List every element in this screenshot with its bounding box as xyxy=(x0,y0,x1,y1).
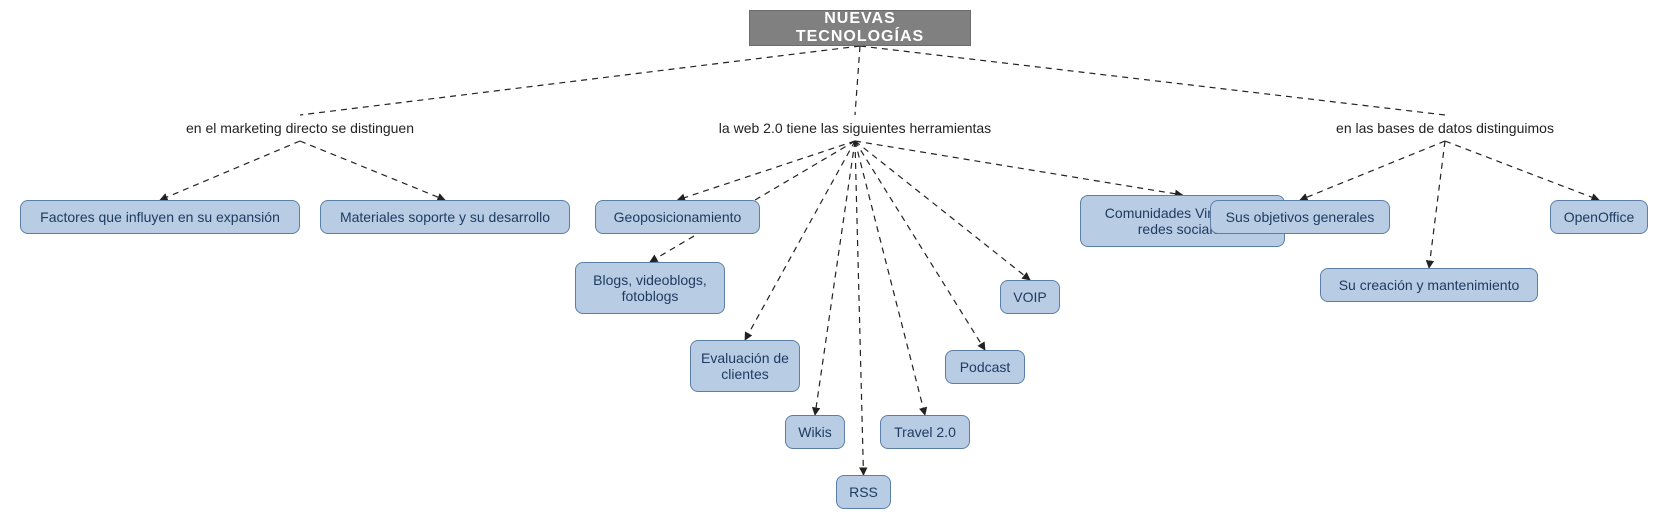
node-label: Sus objetivos generales xyxy=(1226,209,1375,225)
edge-b2-l5 xyxy=(745,141,855,340)
node-label: Podcast xyxy=(960,359,1011,375)
node-label: Su creación y mantenimiento xyxy=(1339,277,1520,293)
node-l6: Wikis xyxy=(785,415,845,449)
node-l4: Blogs, videoblogs, fotoblogs xyxy=(575,262,725,314)
node-b3: en las bases de datos distinguimos xyxy=(1315,115,1575,141)
node-label: OpenOffice xyxy=(1564,209,1635,225)
edge-b3-l14 xyxy=(1445,141,1599,200)
node-label: Factores que influyen en su expansión xyxy=(40,209,280,225)
node-label: RSS xyxy=(849,484,878,500)
node-l14: OpenOffice xyxy=(1550,200,1648,234)
edge-root-b1 xyxy=(300,46,860,115)
edge-root-b3 xyxy=(860,46,1445,115)
node-label: en el marketing directo se distinguen xyxy=(186,120,414,136)
node-l9: Podcast xyxy=(945,350,1025,384)
edge-b1-l1 xyxy=(160,141,300,200)
edge-b3-l12 xyxy=(1300,141,1445,200)
node-l5: Evaluación de clientes xyxy=(690,340,800,392)
node-label: Travel 2.0 xyxy=(894,424,956,440)
node-l3: Geoposicionamiento xyxy=(595,200,760,234)
node-l12: Sus objetivos generales xyxy=(1210,200,1390,234)
node-l1: Factores que influyen en su expansión xyxy=(20,200,300,234)
node-l2: Materiales soporte y su desarrollo xyxy=(320,200,570,234)
node-label: Evaluación de clientes xyxy=(701,350,789,382)
node-label: Blogs, videoblogs, fotoblogs xyxy=(586,272,714,304)
node-l8: Travel 2.0 xyxy=(880,415,970,449)
edge-b1-l2 xyxy=(300,141,445,200)
node-l13: Su creación y mantenimiento xyxy=(1320,268,1538,302)
node-l7: RSS xyxy=(836,475,891,509)
node-label: la web 2.0 tiene las siguientes herramie… xyxy=(719,120,991,136)
edge-b2-l6 xyxy=(815,141,855,415)
node-label: Materiales soporte y su desarrollo xyxy=(340,209,550,225)
edge-b3-l13 xyxy=(1429,141,1445,268)
node-label: en las bases de datos distinguimos xyxy=(1336,120,1554,136)
node-b2: la web 2.0 tiene las siguientes herramie… xyxy=(690,115,1020,141)
edge-b2-l3 xyxy=(678,141,856,200)
edge-b2-l9 xyxy=(855,141,985,350)
node-root: NUEVAS TECNOLOGÍAS xyxy=(749,10,971,46)
edge-b2-l10 xyxy=(855,141,1030,280)
node-label: VOIP xyxy=(1013,289,1046,305)
node-label: Geoposicionamiento xyxy=(614,209,742,225)
edge-b2-l8 xyxy=(855,141,925,415)
edge-b2-l11 xyxy=(855,141,1183,195)
edge-b2-l7 xyxy=(855,141,864,475)
node-b1: en el marketing directo se distinguen xyxy=(160,115,440,141)
node-label: Wikis xyxy=(798,424,831,440)
node-l10: VOIP xyxy=(1000,280,1060,314)
edge-root-b2 xyxy=(855,46,860,115)
concept-map: NUEVAS TECNOLOGÍAS en el marketing direct… xyxy=(0,0,1653,527)
node-label: NUEVAS TECNOLOGÍAS xyxy=(760,10,960,47)
